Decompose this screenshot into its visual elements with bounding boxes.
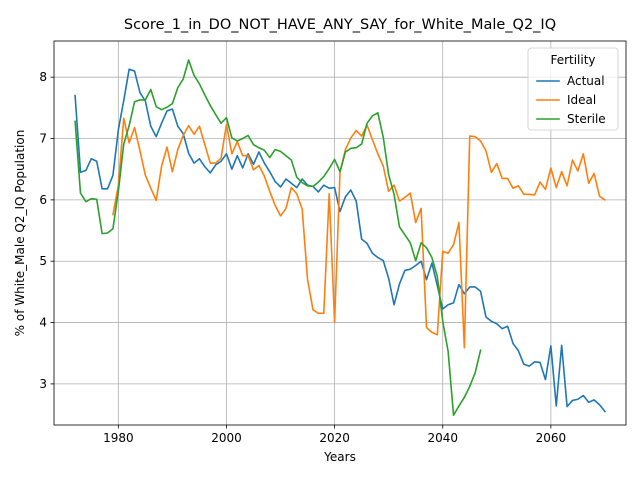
x-tick-label: 2020 [319, 431, 350, 445]
x-tick-label: 2000 [211, 431, 242, 445]
y-axis-label: % of White_Male Q2_IQ Population [13, 130, 27, 337]
y-tick-label: 6 [39, 193, 47, 207]
y-tick-label: 7 [39, 132, 47, 146]
legend: Fertility Actual Ideal Sterile [527, 47, 619, 131]
x-axis-label: Years [323, 450, 356, 464]
series-layer [74, 59, 607, 416]
legend-title: Fertility [550, 53, 595, 67]
y-tick-label: 3 [39, 377, 47, 391]
legend-frame [527, 47, 619, 131]
legend-label-ideal: Ideal [567, 93, 596, 107]
chart-title: Score_1_in_DO_NOT_HAVE_ANY_SAY_for_White… [124, 17, 556, 33]
y-tick-label: 8 [39, 70, 47, 84]
x-tick-label: 1980 [103, 431, 134, 445]
legend-label-actual: Actual [567, 74, 605, 88]
series-line-sterile [74, 59, 482, 416]
series-line-ideal [111, 117, 607, 349]
y-tick-label: 4 [39, 316, 47, 330]
tick-layer: 1980 2000 2020 2040 2060 3 4 5 6 7 8 [39, 70, 566, 445]
series-line-actual [74, 68, 607, 413]
y-tick-label: 5 [39, 254, 47, 268]
legend-label-sterile: Sterile [567, 112, 606, 126]
x-tick-label: 2060 [536, 431, 567, 445]
plot-frame [53, 40, 627, 426]
x-tick-label: 2040 [427, 431, 458, 445]
